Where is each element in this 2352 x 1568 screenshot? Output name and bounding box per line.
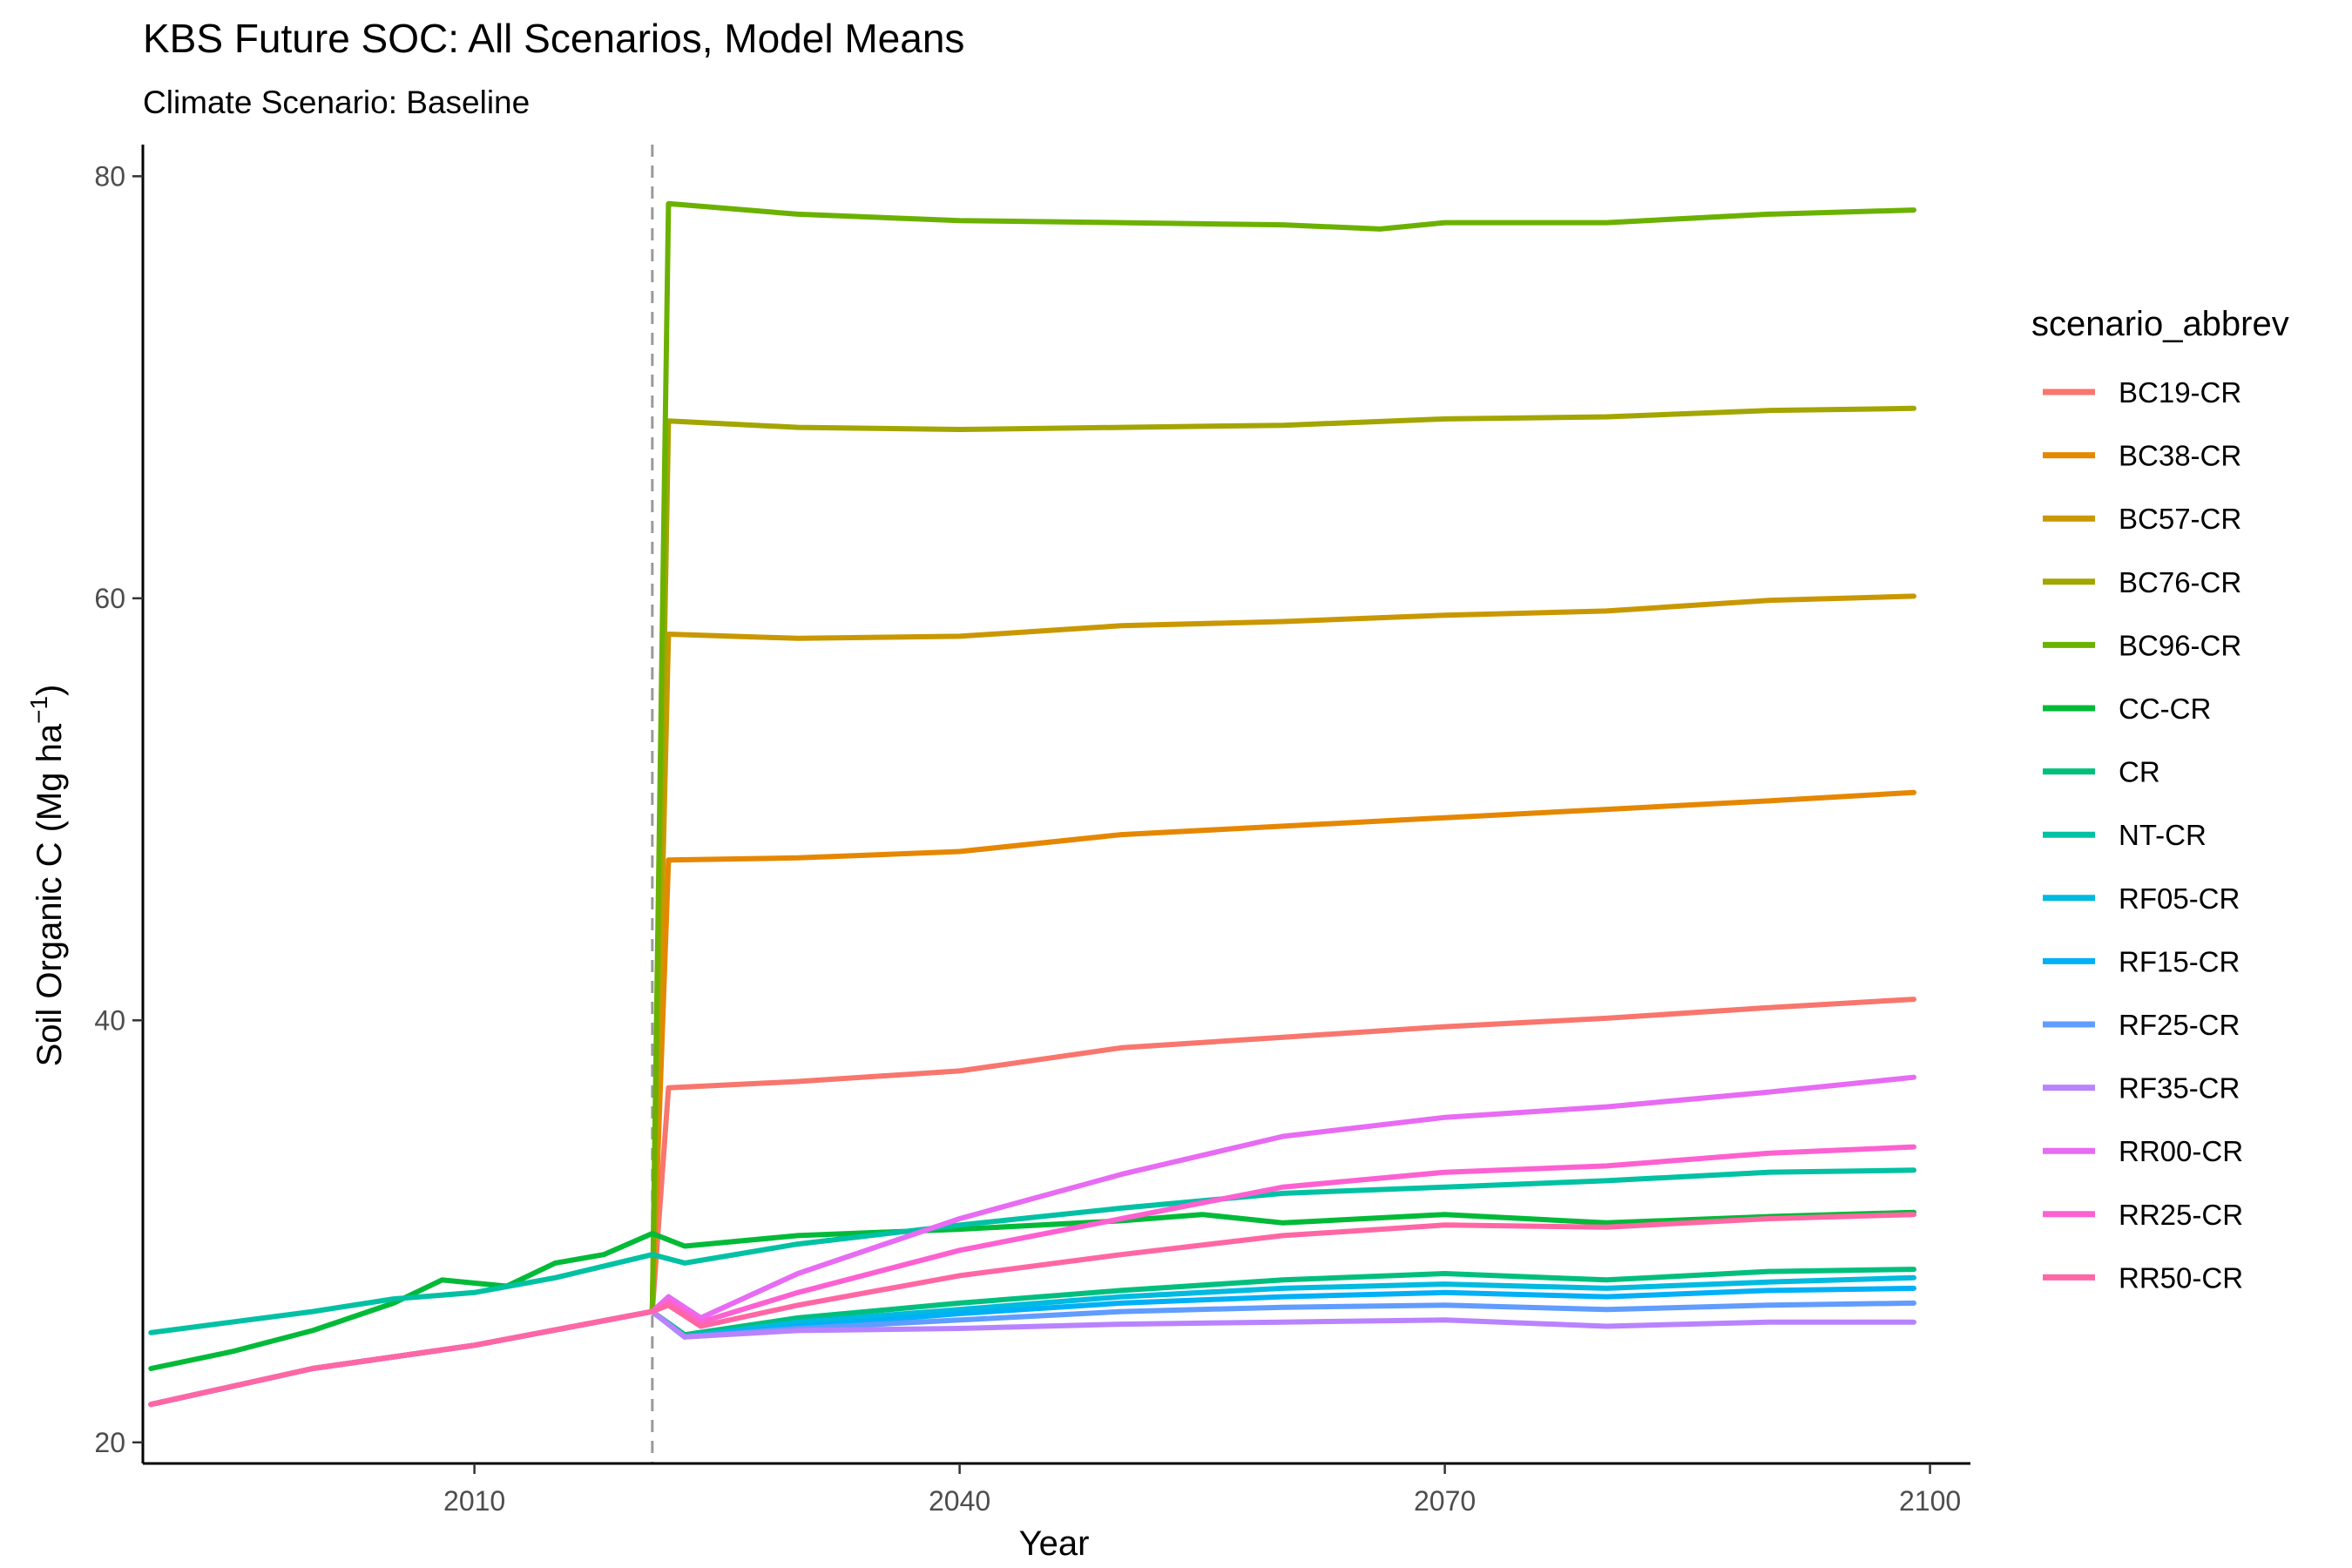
legend-label: BC57-CR bbox=[2119, 503, 2241, 535]
y-tick-label: 20 bbox=[94, 1427, 125, 1458]
x-tick-label: 2010 bbox=[443, 1485, 505, 1517]
legend-label: RF25-CR bbox=[2119, 1009, 2240, 1041]
x-axis-title: Year bbox=[1019, 1524, 1090, 1563]
legend-item: BC19-CR bbox=[2043, 376, 2241, 409]
legend-item: RF35-CR bbox=[2043, 1072, 2240, 1105]
legend-label: BC76-CR bbox=[2119, 566, 2241, 598]
series-line-cc-cr bbox=[148, 1209, 1916, 1371]
legend-label: NT-CR bbox=[2119, 819, 2207, 851]
y-tick-label: 60 bbox=[94, 583, 125, 614]
x-tick-label: 2040 bbox=[929, 1485, 990, 1517]
series-line-bc38-cr bbox=[148, 789, 1916, 1408]
legend-item: NT-CR bbox=[2043, 819, 2207, 851]
legend-item: BC57-CR bbox=[2043, 503, 2241, 535]
series-line-bc57-cr bbox=[148, 593, 1916, 1408]
x-tick-label: 2100 bbox=[1899, 1485, 1961, 1517]
legend-item: CC-CR bbox=[2043, 693, 2211, 725]
series-line-rf35-cr bbox=[148, 1308, 1916, 1408]
x-tick-label: 2070 bbox=[1414, 1485, 1476, 1517]
legend-item: BC96-CR bbox=[2043, 629, 2241, 661]
legend-label: RR50-CR bbox=[2119, 1261, 2243, 1294]
series-line-rr50-cr bbox=[148, 1212, 1916, 1408]
legend-label: BC96-CR bbox=[2119, 629, 2241, 661]
series-line-nt-cr bbox=[148, 1167, 1916, 1335]
y-axis-title-main: Soil Organic C (Mg ha bbox=[30, 723, 69, 1066]
y-axis-title-superscript: −1 bbox=[25, 696, 52, 724]
legend-item: BC38-CR bbox=[2043, 440, 2241, 472]
y-tick-label: 40 bbox=[94, 1004, 125, 1036]
legend-label: RR00-CR bbox=[2119, 1135, 2243, 1167]
legend-item: RR50-CR bbox=[2043, 1261, 2243, 1294]
legend-item: RR25-CR bbox=[2043, 1199, 2243, 1231]
chart-title: KBS Future SOC: All Scenarios, Model Mea… bbox=[143, 16, 964, 61]
legend-item: RR00-CR bbox=[2043, 1135, 2243, 1167]
legend-label: BC19-CR bbox=[2119, 376, 2241, 409]
legend-item: RF25-CR bbox=[2043, 1009, 2240, 1041]
chart-subtitle: Climate Scenario: Baseline bbox=[143, 84, 530, 120]
y-axis-title: Soil Organic C (Mg ha−1) bbox=[25, 685, 69, 1067]
legend-item: BC76-CR bbox=[2043, 566, 2241, 598]
legend-label: BC38-CR bbox=[2119, 440, 2241, 472]
series-line-cr bbox=[148, 1267, 1916, 1408]
legend-item: RF15-CR bbox=[2043, 945, 2240, 977]
x-axis-ticks: 2010 2040 2070 2100 bbox=[443, 1463, 1961, 1517]
legend-label: CC-CR bbox=[2119, 693, 2211, 725]
series-line-bc19-cr bbox=[148, 997, 1916, 1408]
legend-label: RF15-CR bbox=[2119, 945, 2240, 977]
legend-label: RR25-CR bbox=[2119, 1199, 2243, 1231]
y-tick-label: 80 bbox=[94, 160, 125, 192]
legend-label: CR bbox=[2119, 756, 2160, 788]
legend-items: BC19-CR BC38-CR BC57-CR BC76-CR BC96-CR CC-CR… bbox=[2043, 376, 2243, 1294]
y-axis-ticks: 20 40 60 80 bbox=[94, 160, 143, 1458]
legend-title: scenario_abbrev bbox=[2031, 305, 2289, 343]
y-axis-title-suffix: ) bbox=[30, 685, 69, 696]
legend-label: RF05-CR bbox=[2119, 882, 2240, 915]
legend-item: CR bbox=[2043, 756, 2160, 788]
legend-item: RF05-CR bbox=[2043, 882, 2240, 915]
legend: scenario_abbrev BC19-CR BC38-CR BC57-CR BC7… bbox=[2031, 305, 2289, 1294]
series-line-bc76-cr bbox=[148, 405, 1916, 1408]
legend-label: RF35-CR bbox=[2119, 1072, 2240, 1105]
plot-area bbox=[148, 145, 1916, 1463]
